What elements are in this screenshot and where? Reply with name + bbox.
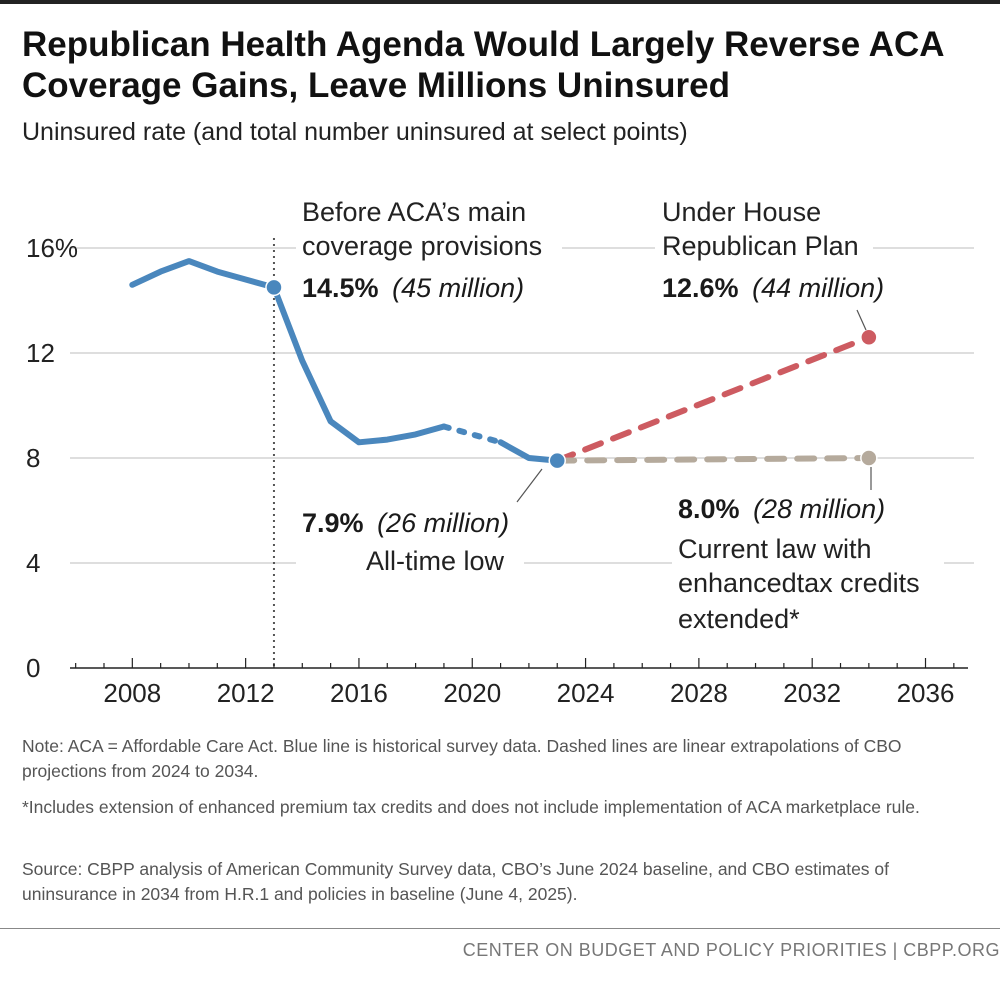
series-historical-gap bbox=[440, 423, 504, 446]
annotation-aca-line2: coverage provisions bbox=[302, 231, 542, 261]
source-text: Source: CBPP analysis of American Commun… bbox=[22, 859, 890, 904]
y-tick-label-8: 8 bbox=[26, 443, 40, 473]
annotation-current-line1: Current law with bbox=[678, 534, 872, 564]
annotation-low-value: 7.9% bbox=[302, 508, 364, 538]
svg-text:7.9% (26 million): 7.9% (26 million) bbox=[302, 508, 509, 538]
annotation-before-aca: Before ACA’s main coverage provisions 14… bbox=[296, 196, 562, 304]
series-layer bbox=[129, 258, 878, 470]
annotation-current-line2: enhancedtax credits bbox=[678, 568, 920, 598]
series-historical bbox=[129, 258, 447, 446]
point-2023-all-time-low bbox=[548, 451, 566, 470]
annotation-current-law: 8.0% (28 million) Current law with enhan… bbox=[672, 467, 944, 637]
annotation-aca-line1: Before ACA’s main bbox=[302, 197, 526, 227]
footer-credit: CENTER ON BUDGET AND POLICY PRIORITIES |… bbox=[462, 940, 1000, 960]
annotation-house-leader bbox=[856, 309, 867, 331]
annotation-house-line2: Republican Plan bbox=[662, 231, 859, 261]
annotation-aca-count: (45 million) bbox=[392, 273, 524, 303]
annotation-aca-value: 14.5% bbox=[302, 273, 379, 303]
footnote-text: *Includes extension of enhanced premium … bbox=[22, 797, 920, 817]
annotation-low-leader bbox=[516, 468, 543, 503]
annotation-house-count: (44 million) bbox=[752, 273, 884, 303]
chart-subtitle: Uninsured rate (and total number uninsur… bbox=[22, 118, 688, 146]
annotation-current-count: (28 million) bbox=[753, 494, 885, 524]
annotation-low-count: (26 million) bbox=[377, 508, 509, 538]
svg-text:14.5% (45 million): 14.5% (45 million) bbox=[302, 273, 524, 303]
series-house-plan bbox=[554, 334, 872, 464]
series-current-law bbox=[554, 455, 872, 464]
annotation-low-label: All-time low bbox=[366, 546, 505, 576]
y-tick-label-16: 16% bbox=[26, 233, 78, 263]
point-2034-house-plan bbox=[860, 328, 878, 346]
x-tick-label-2036: 2036 bbox=[897, 678, 955, 708]
x-tick-label-2012: 2012 bbox=[217, 678, 275, 708]
x-tick-label-2028: 2028 bbox=[670, 678, 728, 708]
uninsured-rate-chart: 0 4 8 12 16% 2008 2012 2016 2020 2024 2028 2032 2036… bbox=[26, 196, 974, 708]
x-tick-label-2024: 2024 bbox=[557, 678, 615, 708]
annotation-house-value: 12.6% bbox=[662, 273, 739, 303]
top-rule bbox=[0, 0, 1000, 4]
annotation-house-plan: Under House Republican Plan 12.6% (44 mi… bbox=[655, 196, 884, 331]
y-tick-label-12: 12 bbox=[26, 338, 55, 368]
point-2034-current-law bbox=[860, 449, 878, 467]
annotation-current-value: 8.0% bbox=[678, 494, 740, 524]
note-text: Note: ACA = Affordable Care Act. Blue li… bbox=[22, 736, 902, 781]
x-tick-label-2016: 2016 bbox=[330, 678, 388, 708]
x-tick-label-2032: 2032 bbox=[783, 678, 841, 708]
series-historical-recent bbox=[497, 439, 561, 464]
svg-text:12.6% (44 million): 12.6% (44 million) bbox=[662, 273, 884, 303]
y-tick-label-4: 4 bbox=[26, 548, 40, 578]
annotation-all-time-low: 7.9% (26 million) All-time low bbox=[296, 468, 543, 580]
bottom-rule bbox=[0, 928, 1000, 929]
annotation-house-line1: Under House bbox=[662, 197, 821, 227]
x-tick-label-2020: 2020 bbox=[443, 678, 501, 708]
x-tick-label-2008: 2008 bbox=[103, 678, 161, 708]
chart-title: Republican Health Agenda Would Largely R… bbox=[22, 25, 944, 105]
axis-layer: 0 4 8 12 16% 2008 2012 2016 2020 2024 2028 2032 2036 bbox=[26, 233, 968, 708]
y-tick-label-0: 0 bbox=[26, 653, 40, 683]
svg-text:8.0% (28 million): 8.0% (28 million) bbox=[678, 494, 885, 524]
point-2013-before-aca bbox=[265, 278, 283, 297]
annotation-current-line3: extended* bbox=[678, 604, 800, 634]
